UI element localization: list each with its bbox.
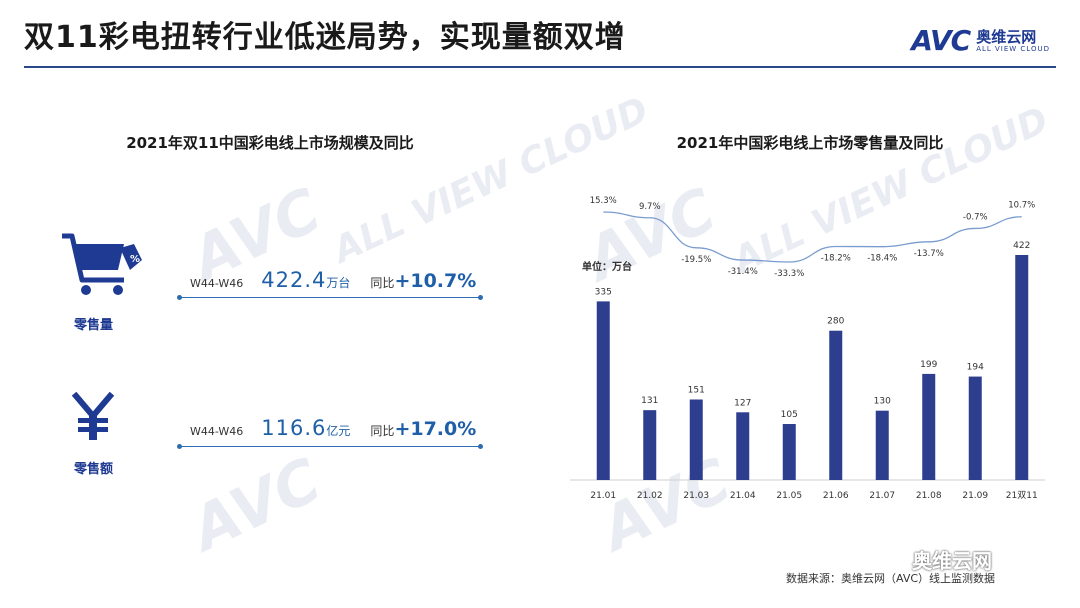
logo-en: ALL VIEW CLOUD	[976, 44, 1050, 53]
yoy-label: -33.3%	[774, 269, 804, 279]
yoy-label: -13.7%	[914, 249, 944, 259]
retail-volume-value: 422.4	[261, 268, 327, 292]
bar	[736, 412, 750, 480]
left-panel-title: 2021年双11中国彩电线上市场规模及同比	[126, 134, 414, 152]
bar-value-label: 335	[595, 287, 612, 297]
avc-logo: AVC 奥维云网 ALL VIEW CLOUD	[911, 24, 1050, 57]
bar	[782, 424, 796, 480]
bar	[689, 399, 703, 480]
logo-mark: AVC	[911, 24, 971, 57]
period-label: W44-W46	[190, 425, 244, 438]
yoy-label: 9.7%	[639, 202, 661, 212]
yoy-value: +17.0%	[394, 418, 477, 440]
yoy-label: -0.7%	[963, 212, 988, 222]
yoy-label: -18.2%	[821, 253, 851, 263]
x-tick-label: 21.08	[916, 491, 942, 501]
x-tick-label: 21.04	[730, 491, 756, 501]
bar-value-label: 151	[688, 385, 705, 395]
data-source: 数据来源：奥维云网（AVC）线上监测数据	[786, 572, 996, 585]
unit-label: 单位：万台	[582, 260, 632, 273]
retail-value-row: W44-W46 116.6 亿元 同比 +17.0%	[190, 416, 476, 440]
unit-label: 亿元	[326, 424, 351, 438]
retail-value-value: 116.6	[261, 416, 327, 440]
watermark: AVC	[181, 445, 332, 565]
page-title: 双11彩电扭转行业低迷局势，实现量额双增	[24, 20, 626, 55]
x-tick-label: 21.02	[637, 491, 663, 501]
x-tick-label: 21.03	[683, 491, 709, 501]
header-divider	[24, 66, 1056, 68]
x-tick-label: 21.05	[776, 491, 802, 501]
bar-value-label: 127	[734, 398, 751, 408]
bar	[596, 301, 610, 480]
metric-divider	[177, 444, 483, 449]
yoy-label: -18.4%	[867, 254, 897, 264]
yoy-label: 同比	[370, 424, 395, 438]
bar-value-label: 105	[781, 410, 798, 420]
yoy-label: 10.7%	[1008, 201, 1035, 211]
bar-value-label: 199	[920, 360, 937, 370]
shopping-cart-icon: %	[58, 230, 148, 304]
x-tick-label: 21.09	[962, 491, 988, 501]
yoy-label: 同比	[370, 276, 395, 290]
x-tick-label: 21双11	[1006, 490, 1038, 501]
metric-divider	[177, 295, 483, 300]
retail-value-caption: 零售额	[74, 462, 114, 477]
bar-value-label: 280	[827, 317, 844, 327]
bar	[829, 330, 843, 480]
bar-value-label: 194	[967, 363, 984, 373]
unit-label: 万台	[326, 276, 351, 290]
logo-cn: 奥维云网	[976, 27, 1037, 46]
svg-text:%: %	[130, 254, 140, 265]
bar	[643, 410, 657, 480]
yoy-label: -31.4%	[728, 267, 758, 277]
yoy-label: 15.3%	[590, 196, 617, 206]
wechat-watermark: 奥维云网	[912, 549, 992, 573]
bar-value-label: 131	[641, 396, 658, 406]
bar	[1015, 255, 1029, 480]
x-tick-label: 21.06	[823, 491, 849, 501]
bar	[922, 373, 936, 480]
yuan-icon	[68, 391, 118, 446]
x-tick-label: 21.07	[869, 491, 895, 501]
retail-volume-caption: 零售量	[74, 318, 114, 333]
retail-volume-row: W44-W46 422.4 万台 同比 +10.7%	[190, 268, 476, 292]
retail-volume-chart: 单位：万台 335 21.01 131 21.02 151 21.03 127 21.04 105…	[570, 196, 1045, 501]
bar	[875, 410, 889, 480]
period-label: W44-W46	[190, 277, 244, 290]
yoy-label: -19.5%	[681, 255, 711, 265]
bar-value-label: 422	[1013, 241, 1030, 251]
yoy-line	[603, 211, 1022, 263]
x-tick-label: 21.01	[590, 491, 616, 501]
right-panel-title: 2021年中国彩电线上市场零售量及同比	[676, 134, 944, 152]
yoy-value: +10.7%	[394, 270, 477, 292]
bar	[968, 376, 982, 480]
bar-value-label: 130	[874, 397, 891, 407]
